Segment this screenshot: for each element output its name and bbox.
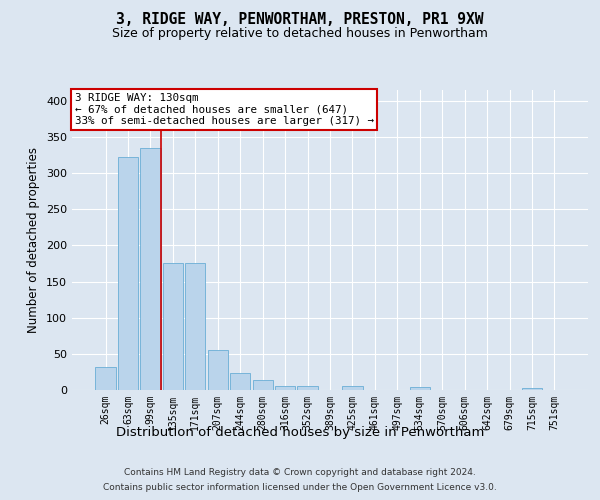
Bar: [298, 386, 317, 390]
Bar: [185, 264, 205, 390]
Bar: [208, 350, 228, 390]
Bar: [275, 386, 295, 390]
Bar: [118, 156, 138, 390]
Text: Size of property relative to detached houses in Penwortham: Size of property relative to detached ho…: [112, 28, 488, 40]
Bar: [410, 387, 430, 390]
Text: Distribution of detached houses by size in Penwortham: Distribution of detached houses by size …: [116, 426, 484, 439]
Bar: [140, 148, 161, 390]
Text: 3 RIDGE WAY: 130sqm
← 67% of detached houses are smaller (647)
33% of semi-detac: 3 RIDGE WAY: 130sqm ← 67% of detached ho…: [74, 93, 374, 126]
Text: 3, RIDGE WAY, PENWORTHAM, PRESTON, PR1 9XW: 3, RIDGE WAY, PENWORTHAM, PRESTON, PR1 9…: [116, 12, 484, 28]
Bar: [522, 388, 542, 390]
Text: Contains public sector information licensed under the Open Government Licence v3: Contains public sector information licen…: [103, 483, 497, 492]
Bar: [343, 386, 362, 390]
Bar: [253, 380, 273, 390]
Bar: [230, 374, 250, 390]
Text: Contains HM Land Registry data © Crown copyright and database right 2024.: Contains HM Land Registry data © Crown c…: [124, 468, 476, 477]
Bar: [163, 264, 183, 390]
Bar: [95, 367, 116, 390]
Y-axis label: Number of detached properties: Number of detached properties: [28, 147, 40, 333]
